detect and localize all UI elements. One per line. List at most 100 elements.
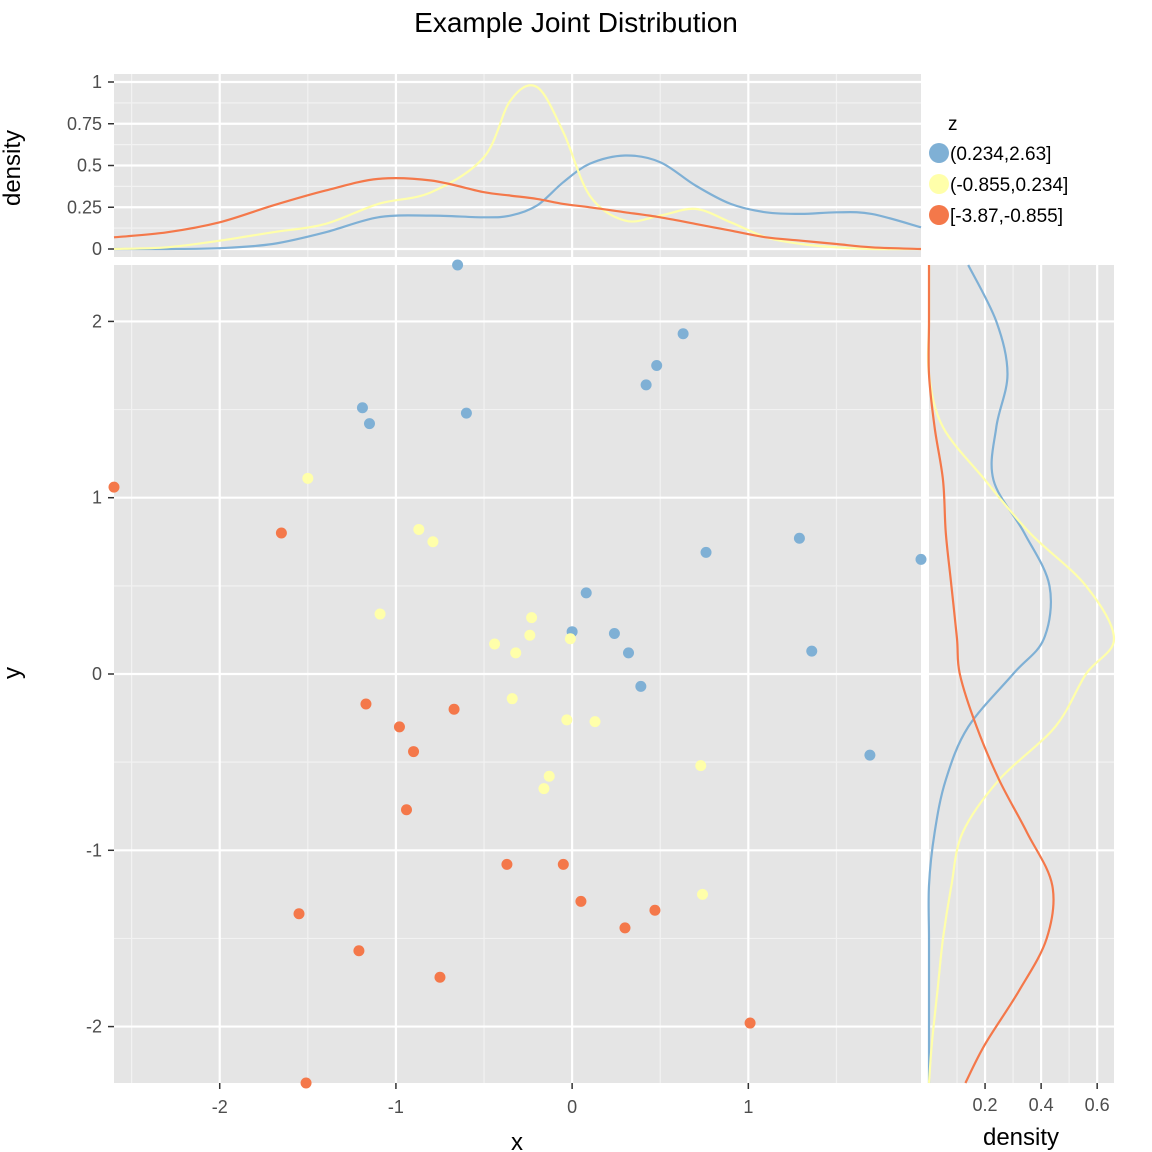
scatter-point [302,472,314,484]
scatter-point [460,407,472,419]
scatter-point [619,922,631,934]
scatter-point [400,804,412,816]
scatter-point [501,858,513,870]
scatter-point [543,770,555,782]
scatter-point [651,359,663,371]
scatter-point [356,402,368,414]
top-y-tick-label: 1 [92,72,102,92]
x-tick-label: 0 [567,1097,577,1117]
legend-key [929,143,949,163]
legend-label: [-3.87,-0.855] [950,206,1063,227]
right-density-lines [926,264,1116,1084]
scatter-point [695,760,707,772]
scatter-point [580,587,592,599]
top-y-tick-label: 0.25 [67,197,102,217]
scatter-point [452,259,464,271]
scatter-grid [114,265,921,1083]
scatter-point [589,716,601,728]
legend-key [929,205,949,225]
scatter-point [293,908,305,920]
right-density-line [927,264,1052,1083]
scatter-point [557,858,569,870]
scatter-point [915,553,927,565]
y-tick-label: 0 [92,664,102,684]
scatter-point [677,328,689,340]
scatter-point [635,680,647,692]
legend: z (0.234,2.63] (-0.855,0.234] [-3.87,-0.85… [929,114,1068,227]
right-x-tick-label: 0.2 [973,1095,998,1115]
right-x-axis-title: density [983,1124,1059,1151]
top-y-axis-title: density [0,130,26,206]
scatter-panel: -2 -1 0 1 -2 -1 0 1 2 x y [0,259,927,1152]
scatter-point [864,749,876,761]
top-panel-grid [114,74,921,257]
scatter-point [489,638,501,650]
scatter-point [524,629,536,641]
scatter-point [363,418,375,430]
scatter-point [448,703,460,715]
top-y-tick-label: 0.75 [67,114,102,134]
scatter-point [374,608,386,620]
right-x-ticks: 0.2 0.4 0.6 [973,1083,1110,1115]
scatter-y-ticks: -2 -1 0 1 2 [86,311,114,1037]
top-density-panel: 0 0.25 0.5 0.75 1 density [0,72,922,259]
scatter-point [526,612,538,624]
top-density-line [113,154,922,251]
y-axis-title: y [0,667,26,679]
chart-title: Example Joint Distribution [414,7,738,38]
scatter-point [538,783,550,795]
x-tick-label: 1 [743,1097,753,1117]
y-tick-label: -2 [86,1017,102,1037]
scatter-point [561,714,573,726]
scatter-point [510,647,522,659]
scatter-point [564,633,576,645]
y-tick-label: -1 [86,840,102,860]
y-tick-label: 2 [92,311,102,331]
scatter-point [275,527,287,539]
top-y-tick-label: 0 [92,239,102,259]
right-density-panel: 0.2 0.4 0.6 density [926,264,1116,1151]
right-x-tick-label: 0.6 [1085,1095,1110,1115]
top-y-tick-label: 0.5 [77,156,102,176]
right-x-tick-label: 0.4 [1029,1095,1054,1115]
scatter-point [608,627,620,639]
legend-label: (0.234,2.63] [950,144,1051,165]
legend-label: (-0.855,0.234] [950,175,1068,196]
top-density-lines [113,84,922,251]
scatter-point [408,746,420,758]
scatter-point [108,481,120,493]
right-panel-grid [929,265,1114,1083]
scatter-point [506,693,518,705]
scatter-point [360,698,372,710]
legend-title: z [948,114,958,135]
scatter-point [700,546,712,558]
scatter-point [434,971,446,983]
x-axis-title: x [511,1129,523,1152]
top-density-line [113,176,922,251]
scatter-x-ticks: -2 -1 0 1 [212,1083,753,1117]
y-tick-label: 1 [92,488,102,508]
scatter-point [806,645,818,657]
right-density-line [926,265,1116,1084]
x-tick-label: -2 [212,1097,228,1117]
scatter-point [427,536,439,548]
x-tick-label: -1 [388,1097,404,1117]
scatter-point [649,904,661,916]
scatter-points [108,259,927,1089]
scatter-point [575,895,587,907]
scatter-point [697,888,709,900]
scatter-point [300,1077,312,1089]
scatter-point [623,647,635,659]
top-y-ticks: 0 0.25 0.5 0.75 1 [67,72,114,259]
scatter-point [413,523,425,535]
scatter-point [353,945,365,957]
scatter-point [793,532,805,544]
right-density-line [927,265,1055,1084]
top-density-line [113,84,922,251]
scatter-point [393,721,405,733]
legend-entries: (0.234,2.63] (-0.855,0.234] [-3.87,-0.855] [929,143,1068,227]
scatter-point [744,1017,756,1029]
scatter-point [640,379,652,391]
legend-key [929,174,949,194]
